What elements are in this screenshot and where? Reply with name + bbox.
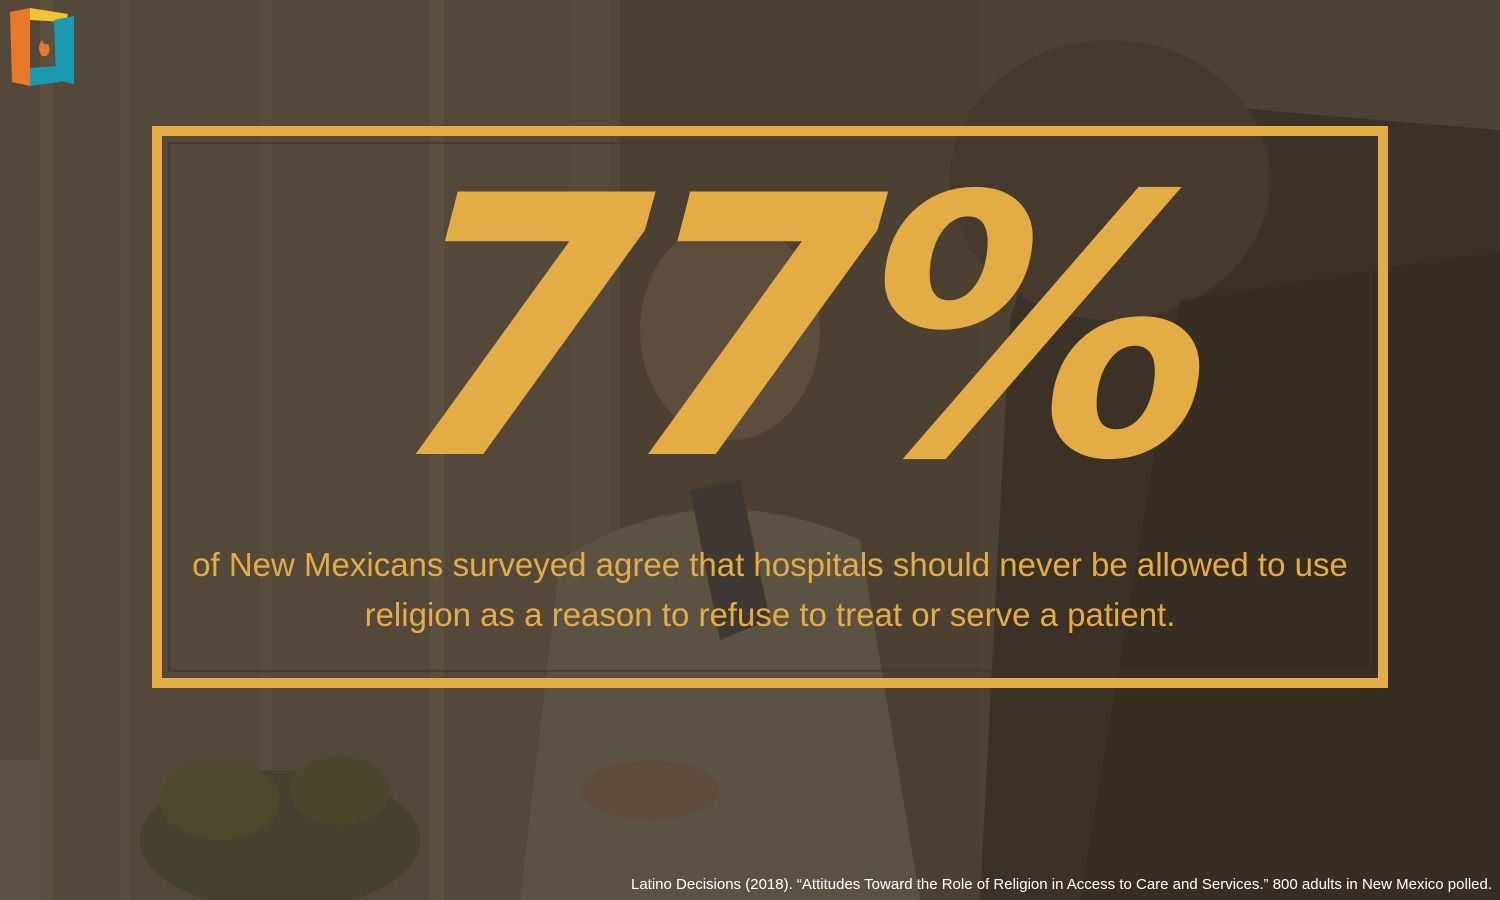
headline-stat: 77% — [381, 120, 1219, 539]
flame-door-logo-icon — [10, 8, 74, 86]
stat-caption: of New Mexicans surveyed agree that hosp… — [192, 546, 1348, 633]
stat-frame-inner-line — [168, 142, 1372, 672]
source-citation: Latino Decisions (2018). “Attitudes Towa… — [631, 876, 1492, 893]
stat-frame — [152, 126, 1388, 688]
